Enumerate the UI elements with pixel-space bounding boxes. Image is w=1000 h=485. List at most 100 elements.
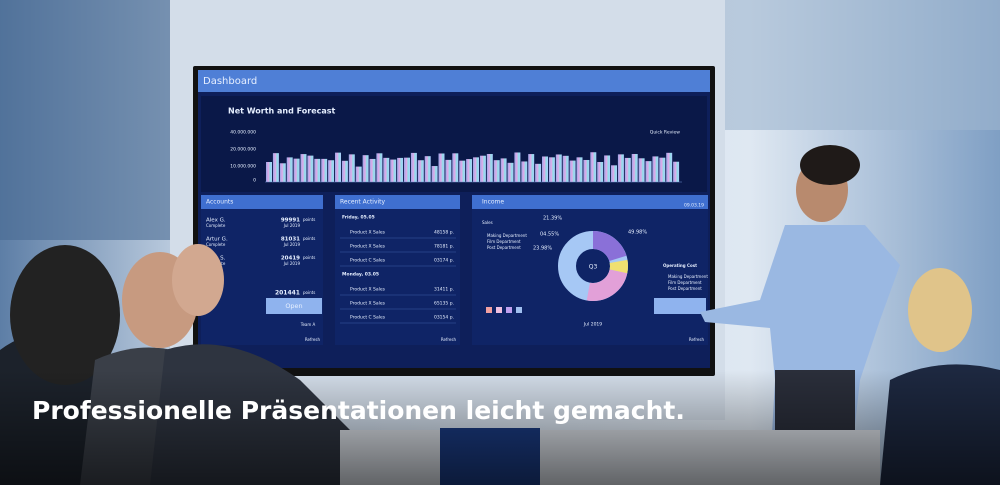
- panel-header: [201, 195, 323, 209]
- screen-text: Product C Sales: [350, 258, 386, 264]
- screen-text: 49.98%: [628, 230, 647, 236]
- head: [172, 244, 224, 316]
- donut-hole: [579, 252, 607, 280]
- chart-bar-decor: [583, 159, 590, 182]
- chart-bar-decor: [279, 163, 286, 182]
- y-label: 20.000.000: [230, 147, 256, 153]
- chart-bar-decor: [617, 154, 624, 182]
- screen-text: Monday, 03.05: [342, 272, 379, 278]
- screen-text: Sales: [482, 220, 493, 225]
- chart-bar-decor: [424, 156, 431, 182]
- open-button[interactable]: [266, 298, 322, 314]
- chart-bar-decor: [569, 160, 576, 182]
- screen-text: Jul 2019: [283, 223, 301, 228]
- chart-bar-decor: [624, 157, 631, 182]
- activity-panel: [335, 195, 460, 345]
- chart-bar-decor: [631, 153, 638, 182]
- screen-text: 04.55%: [540, 232, 559, 238]
- chart-bar-decor: [652, 156, 659, 182]
- chart-bar-decor: [466, 159, 473, 182]
- chart-bar-decor: [542, 156, 548, 182]
- chart-bar-decor: [604, 155, 611, 182]
- chart-bar-decor: [500, 158, 507, 182]
- chart-bar-decor: [590, 152, 597, 182]
- chart-bar-decor: [479, 155, 486, 182]
- chart-bar-decor: [286, 157, 293, 182]
- chart-bar-decor: [266, 162, 272, 182]
- screen-text: points: [303, 236, 315, 241]
- chart-bar-decor: [404, 157, 410, 182]
- swatch: [496, 307, 502, 313]
- screen-text: points: [303, 290, 315, 295]
- screen-text: Alex G.: [206, 218, 226, 224]
- screen-text: Film Department: [668, 280, 702, 285]
- chart-bars: [265, 152, 682, 183]
- swatch: [486, 307, 492, 313]
- chart-bar-decor: [417, 160, 424, 182]
- chart-bar-decor: [473, 157, 479, 182]
- chart-bar-decor: [555, 154, 562, 182]
- chart-bar-decor: [410, 152, 417, 182]
- chart-bar-decor: [597, 161, 604, 182]
- donut: [558, 231, 628, 301]
- chart-bar-decor: [307, 155, 314, 182]
- button-label: Open: [285, 302, 302, 310]
- chart-bar-decor: [576, 157, 583, 182]
- screen-text: Artur G.: [206, 237, 228, 243]
- screen-text: Q3: [589, 264, 598, 271]
- screen-text: Quick Review: [650, 130, 681, 136]
- chart-bar-decor: [355, 166, 362, 182]
- y-label: 40.000.000: [230, 130, 256, 136]
- cost-button: [654, 298, 706, 314]
- screen-text: Product X Sales: [350, 301, 386, 307]
- chart-bar-decor: [645, 161, 652, 182]
- screen-text: 21.39%: [543, 216, 562, 222]
- chart-bar-decor: [321, 158, 328, 182]
- panel-header: [335, 195, 460, 209]
- chart-bar-decor: [300, 154, 307, 182]
- chart-bar-decor: [521, 161, 528, 182]
- chart-bar-decor: [548, 157, 555, 182]
- screen-text: Product C Sales: [350, 315, 386, 321]
- screen-text: 03154 p.: [434, 315, 454, 321]
- chart-bar-decor: [507, 162, 514, 182]
- chart-bar-decor: [493, 160, 500, 182]
- screen-text: Refresh: [305, 337, 321, 342]
- screen-text: 99991: [281, 218, 300, 224]
- screen-text: 78181 p.: [434, 244, 454, 250]
- screen-text: 23.98%: [533, 246, 552, 252]
- chart-bar-decor: [666, 152, 673, 182]
- screen-text: Complete: [206, 242, 226, 247]
- chart-bar-decor: [611, 165, 617, 182]
- head: [10, 245, 120, 385]
- window-right: [725, 0, 1000, 130]
- screen-text: points: [303, 217, 315, 222]
- screen-text: 09.03.19: [684, 203, 704, 209]
- screen-text: Income: [482, 199, 504, 206]
- screen-text: 03174 p.: [434, 258, 454, 264]
- swatch: [516, 307, 522, 313]
- screen-text: Dashboard: [203, 76, 257, 87]
- chart-bar-decor: [452, 153, 459, 182]
- screen-text: Product X Sales: [350, 230, 386, 236]
- screen-text: 65135 p.: [434, 301, 454, 307]
- screen-text: Product X Sales: [350, 244, 386, 250]
- screen-text: 201441: [275, 290, 300, 297]
- chart-bar-decor: [376, 153, 383, 182]
- screen-text: 20419: [281, 256, 300, 262]
- screen-text: Team A: [300, 322, 316, 327]
- screen-text: Refresh: [441, 337, 457, 342]
- chart-bar-decor: [362, 155, 369, 182]
- screen-text: Jul 2019: [283, 261, 301, 266]
- screen-text: Post Department: [668, 286, 702, 291]
- title-bar: [198, 70, 710, 92]
- chart-title: Net Worth and Forecast: [228, 107, 336, 116]
- screen-text: Making Department: [668, 274, 708, 279]
- y-label: 0: [253, 178, 256, 184]
- window-left: [0, 0, 170, 240]
- screen-text: Refresh: [689, 337, 705, 342]
- screen-text: Making Department: [487, 233, 527, 238]
